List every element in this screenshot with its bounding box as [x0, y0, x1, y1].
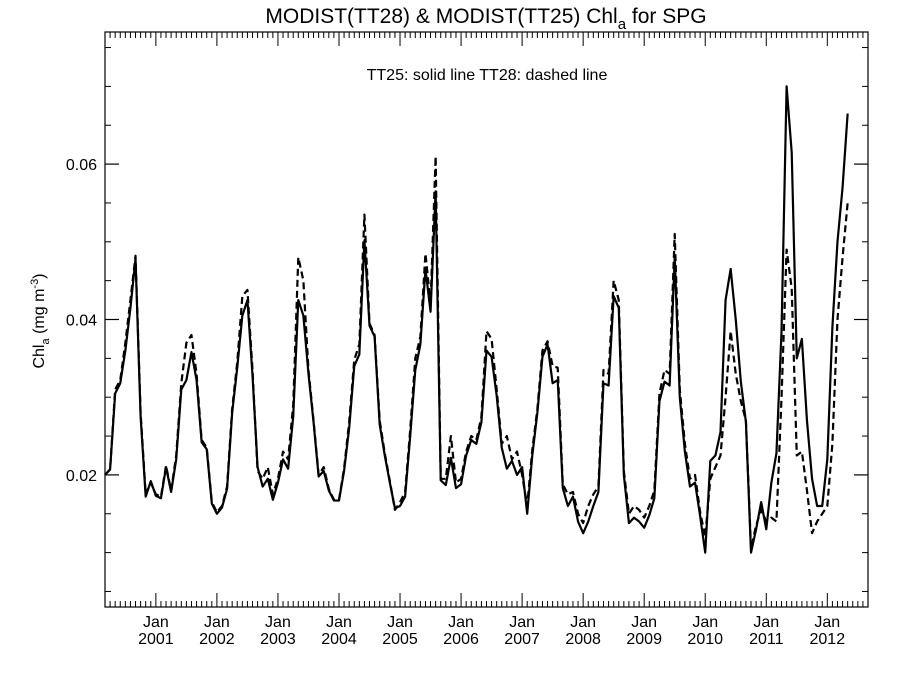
chart-title-suffix: for SPG — [626, 5, 707, 28]
svg-text:MODIST(TT28) & MODIST(TT25) C: MODIST(TT28) & MODIST(TT25) Chla for SPG — [265, 5, 706, 33]
x-tick-label-month: Jan — [753, 614, 779, 631]
x-tick-label-month: Jan — [631, 614, 657, 631]
x-tick-label-month: Jan — [814, 614, 840, 631]
x-tick-label-month: Jan — [448, 614, 474, 631]
x-tick-label-month: Jan — [326, 614, 352, 631]
x-tick-label-month: Jan — [265, 614, 291, 631]
y-tick-label: 0.02 — [66, 468, 97, 485]
y-axis-label-superscript: -3 — [29, 279, 41, 289]
x-tick-label-month: Jan — [204, 614, 230, 631]
plot-frame — [104, 31, 869, 608]
x-tick-label-month: Jan — [509, 614, 535, 631]
series-line-tt28 — [104, 155, 849, 550]
y-axis-label-middle: (mg m — [31, 289, 48, 339]
chart-title: MODIST(TT28) & MODIST(TT25) Chla for SPG — [265, 5, 706, 33]
chart-title-prefix: MODIST(TT28) & MODIST(TT25) Chl — [265, 5, 617, 28]
x-tick-label-year: 2007 — [504, 631, 540, 648]
y-axis-label-suffix: ) — [31, 273, 48, 278]
x-tick-label-month: Jan — [570, 614, 596, 631]
x-tick-label-year: 2002 — [199, 631, 235, 648]
x-tick-label-month: Jan — [692, 614, 718, 631]
y-axis-label-subscript: a — [40, 338, 52, 345]
x-tick-label-year: 2010 — [687, 631, 723, 648]
y-tick-label: 0.06 — [66, 157, 97, 174]
x-tick-label-year: 2009 — [626, 631, 662, 648]
y-minor-ticks — [105, 47, 868, 592]
y-tick-label: 0.04 — [66, 313, 97, 330]
x-tick-labels: Jan2001Jan2002Jan2003Jan2004Jan2005Jan20… — [138, 614, 845, 648]
x-tick-label-year: 2001 — [138, 631, 174, 648]
x-tick-label-month: Jan — [143, 614, 169, 631]
x-tick-label-year: 2012 — [810, 631, 846, 648]
y-axis-label-prefix: Chl — [31, 345, 48, 369]
series-lines — [104, 85, 849, 554]
series-style-annotation: TT25: solid line TT28: dashed line — [367, 67, 608, 84]
x-tick-label-year: 2008 — [565, 631, 601, 648]
y-axis-label: Chla (mg m-3) — [29, 273, 52, 368]
x-tick-label-month: Jan — [387, 614, 413, 631]
chart-title-subscript: a — [618, 16, 627, 33]
svg-text:Chla (mg m-3): Chla (mg m-3) — [29, 273, 52, 368]
series-line-tt25 — [104, 85, 849, 554]
x-tick-label-year: 2011 — [749, 631, 784, 648]
x-tick-label-year: 2006 — [443, 631, 479, 648]
x-tick-label-year: 2003 — [260, 631, 296, 648]
x-ticks — [104, 32, 869, 607]
x-tick-label-year: 2005 — [382, 631, 418, 648]
y-major-ticks: 0.02 0.04 0.06 — [66, 157, 868, 485]
x-tick-label-year: 2004 — [321, 631, 357, 648]
